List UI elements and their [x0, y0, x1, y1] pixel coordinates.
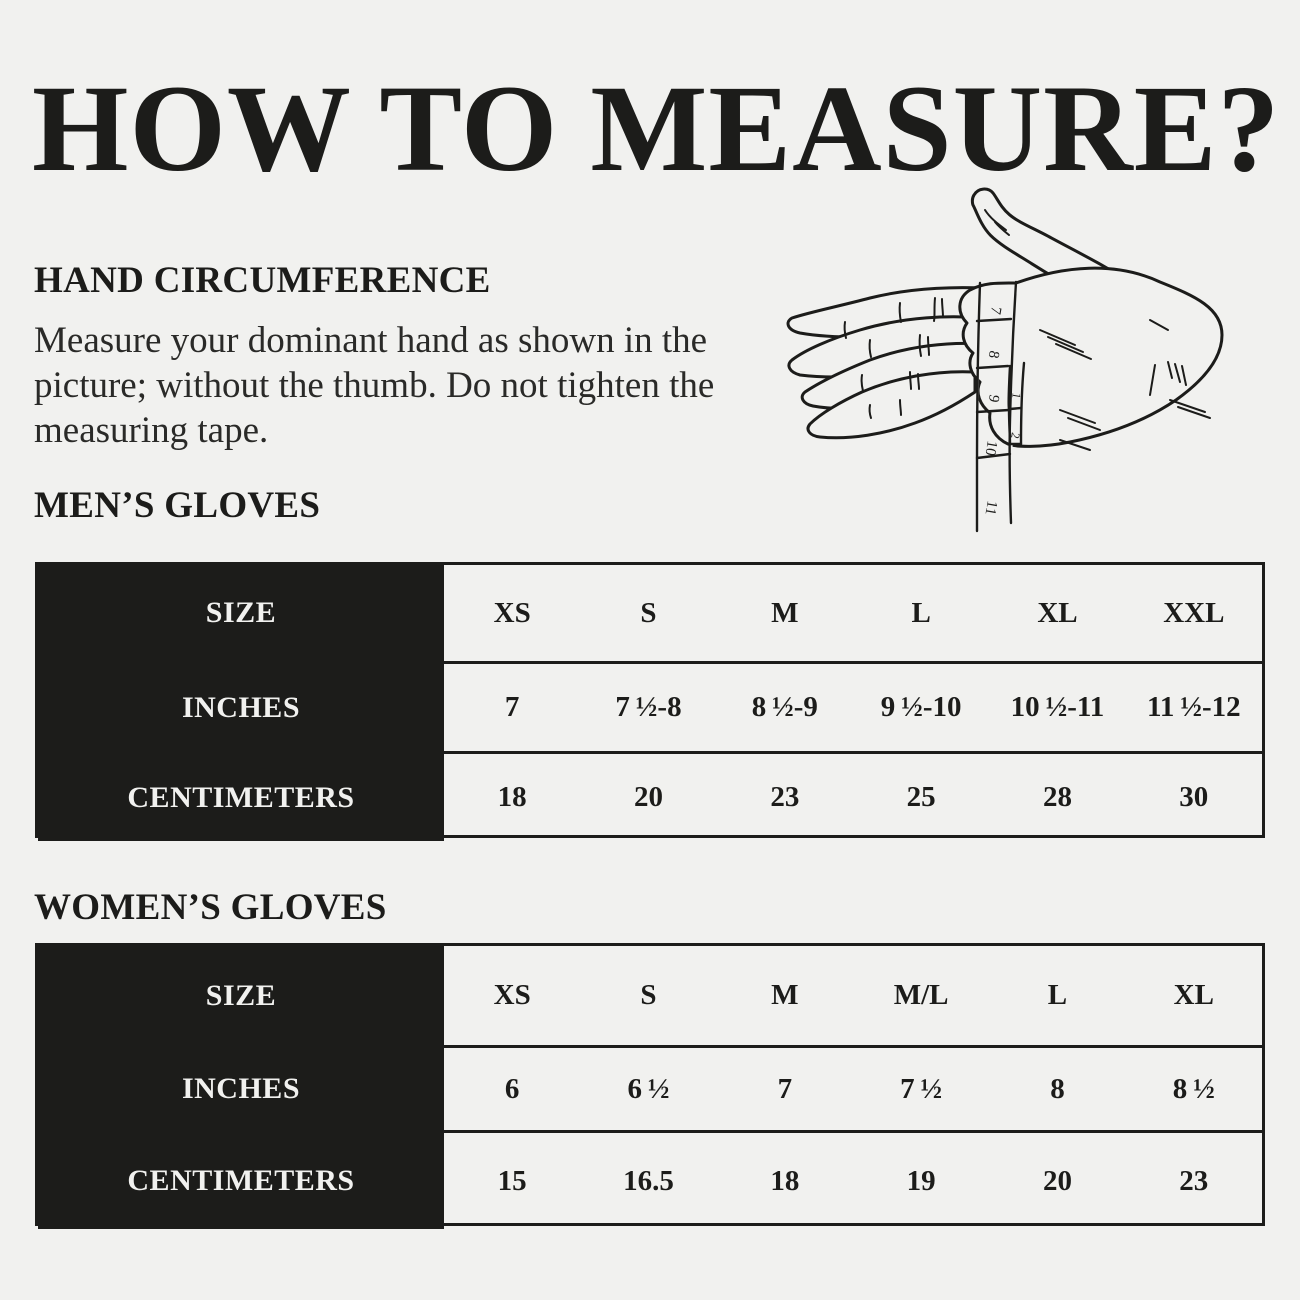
svg-text:10: 10 — [981, 439, 999, 457]
svg-text:11: 11 — [982, 499, 1000, 516]
